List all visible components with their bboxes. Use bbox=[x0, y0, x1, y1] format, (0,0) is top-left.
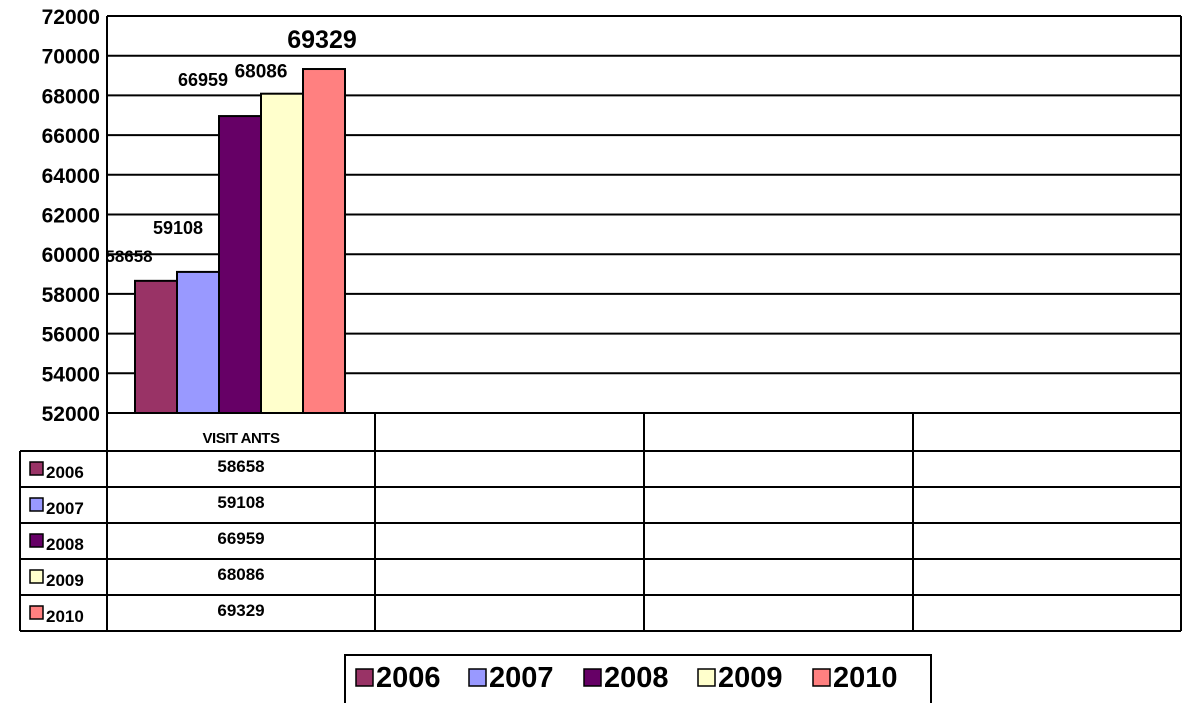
data-label-2009: 68086 bbox=[235, 62, 288, 83]
data-label-2007: 59108 bbox=[153, 218, 203, 238]
data-table: VISIT ANTS 2006 58658 2007 59108 2008 66959 200… bbox=[19, 413, 1182, 632]
legend: 2006 2007 2008 2009 2010 bbox=[344, 654, 932, 703]
y-tick-label: 72000 bbox=[42, 6, 100, 29]
bar-2010 bbox=[302, 68, 346, 414]
table-legend-key-2006 bbox=[29, 461, 44, 476]
y-tick-label: 54000 bbox=[42, 363, 100, 386]
table-header-category: VISIT ANTS bbox=[203, 430, 280, 447]
bar-2008 bbox=[218, 115, 262, 415]
y-tick-label: 66000 bbox=[42, 125, 100, 148]
y-tick-label: 70000 bbox=[42, 46, 100, 69]
table-row-label-2009: 2009 bbox=[46, 571, 84, 590]
legend-key-2006 bbox=[355, 668, 374, 687]
y-tick-label: 60000 bbox=[42, 244, 100, 267]
table-cell-2007: 59108 bbox=[217, 493, 264, 512]
legend-key-2008 bbox=[583, 668, 602, 687]
table-cell-2006: 58658 bbox=[217, 457, 264, 476]
table-legend-key-2008 bbox=[29, 533, 44, 548]
legend-key-2009 bbox=[697, 668, 716, 687]
legend-label-2010: 2010 bbox=[833, 662, 898, 694]
legend-key-2007 bbox=[468, 668, 487, 687]
table-legend-key-2007 bbox=[29, 497, 44, 512]
data-label-2008: 66959 bbox=[178, 70, 228, 90]
legend-label-2007: 2007 bbox=[489, 662, 554, 694]
legend-label-2006: 2006 bbox=[376, 662, 441, 694]
bars bbox=[134, 68, 346, 415]
table-row-label-2007: 2007 bbox=[46, 499, 84, 518]
bar-2006 bbox=[134, 279, 178, 415]
table-row-label-2008: 2008 bbox=[46, 535, 84, 554]
y-axis-tick-labels: 52000 54000 56000 58000 60000 62000 64000 66000… bbox=[42, 6, 100, 426]
legend-box bbox=[344, 654, 932, 703]
bar-2009 bbox=[260, 92, 304, 414]
y-tick-label: 68000 bbox=[42, 85, 100, 108]
y-tick-label: 58000 bbox=[42, 284, 100, 307]
table-row-label-2006: 2006 bbox=[46, 463, 84, 482]
legend-key-2010 bbox=[812, 668, 831, 687]
y-tick-label: 62000 bbox=[42, 205, 100, 228]
legend-label-2009: 2009 bbox=[718, 662, 783, 694]
y-tick-label: 52000 bbox=[42, 403, 100, 426]
table-cell-2009: 68086 bbox=[217, 565, 264, 584]
y-tick-label: 56000 bbox=[42, 324, 100, 347]
table-row-label-2010: 2010 bbox=[46, 607, 84, 626]
table-cell-2010: 69329 bbox=[217, 601, 264, 620]
table-cell-2008: 66959 bbox=[217, 529, 264, 548]
y-tick-label: 64000 bbox=[42, 165, 100, 188]
legend-label-2008: 2008 bbox=[604, 662, 669, 694]
bar-2007 bbox=[176, 270, 220, 414]
table-legend-key-2010 bbox=[29, 605, 44, 620]
table-legend-key-2009 bbox=[29, 569, 44, 584]
data-label-2010: 69329 bbox=[287, 26, 357, 54]
data-label-2006: 58658 bbox=[105, 247, 152, 266]
